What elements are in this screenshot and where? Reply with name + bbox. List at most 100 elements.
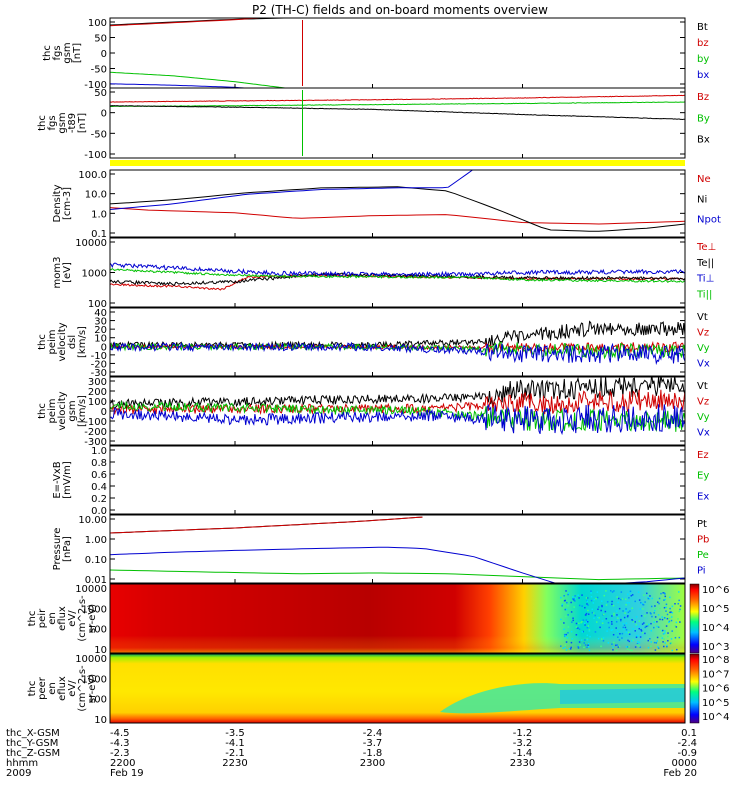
ion-noise-dot <box>621 632 624 635</box>
panel-8-ylabel-2: en <box>47 612 58 625</box>
panel-0-ytick-label-3: -50 <box>91 65 107 76</box>
xaxis-row-2-value-3: -1.4 <box>513 748 533 759</box>
ion-noise-dot <box>660 592 662 595</box>
panel-5-ytick-label-3: 0 <box>101 407 107 418</box>
xaxis-row-0-value-4: 0.1 <box>681 728 697 739</box>
ion-noise-dot <box>670 619 673 622</box>
panel-7-legend-1: Pb <box>697 535 709 546</box>
ion-noise-dot <box>564 644 567 647</box>
ion-noise-dot <box>671 649 674 652</box>
ion-noise-dot <box>580 639 583 641</box>
ion-noise-dot <box>662 641 664 643</box>
ion-noise-dot <box>645 625 648 628</box>
panel-5-legend-2: Vy <box>697 412 710 423</box>
ion-noise-dot <box>561 599 563 602</box>
ion-noise-dot <box>608 626 610 629</box>
panel-3-ylabel-0: mom3 <box>52 257 63 289</box>
ion-noise-dot <box>565 641 568 643</box>
panel-0-plot <box>110 18 660 88</box>
ion-noise-dot <box>589 635 591 638</box>
ion-noise-dot <box>643 594 645 596</box>
ion-noise-dot <box>603 594 606 597</box>
ion-noise-dot <box>573 606 575 608</box>
panel-4-series-0 <box>110 320 685 350</box>
ion-spectrogram-noise <box>560 590 682 652</box>
ion-noise-dot <box>636 644 639 646</box>
panel-6-ytick-label-3: 0.4 <box>91 482 107 493</box>
ion-noise-dot <box>626 615 629 618</box>
panel-5-series-3 <box>110 403 685 436</box>
ion-noise-dot <box>658 602 660 605</box>
ion-noise-dot <box>668 617 671 619</box>
panel-9-ytick-label-3: 10 <box>94 715 107 726</box>
ion-noise-dot <box>641 623 644 625</box>
ion-noise-dot <box>615 649 618 652</box>
panel-4-legend-1: Vz <box>697 328 709 339</box>
panel-9-ylabel-3: eflux <box>57 676 68 701</box>
ion-noise-dot <box>647 596 649 599</box>
ion-noise-dot <box>650 641 652 643</box>
panel-1-ylabel-0: thc <box>37 115 48 131</box>
ion-noise-dot <box>601 604 603 607</box>
ion-noise-dot <box>584 639 586 641</box>
panel-5-legend-1: Vz <box>697 397 709 408</box>
electron-spectrogram <box>109 653 686 724</box>
ion-noise-dot <box>616 596 618 598</box>
ion-noise-dot <box>611 603 613 606</box>
ion-noise-dot <box>615 644 617 647</box>
ion-noise-dot <box>653 641 656 644</box>
ion-noise-dot <box>586 626 589 629</box>
ion-noise-dot <box>587 642 590 645</box>
ion-noise-dot <box>670 616 673 618</box>
xaxis-row-1-value-4: -2.4 <box>677 738 697 749</box>
panel-3-legend-0: Te⊥ <box>696 242 716 253</box>
ion-noise-dot <box>627 631 630 634</box>
ion-noise-dot <box>611 628 614 631</box>
panel-4-ytick-label-1: 30 <box>94 317 107 328</box>
ion-noise-dot <box>653 612 655 614</box>
ion-noise-dot <box>566 636 569 639</box>
panel-4-ylabel-3: dsl <box>67 335 78 349</box>
colorbar-ion-image <box>689 583 700 654</box>
xaxis-row-label-2: thc_Z-GSM <box>6 748 60 759</box>
ion-noise-dot <box>617 617 619 619</box>
panel-5-legend-3: Vx <box>697 428 710 439</box>
ion-noise-dot <box>644 601 646 603</box>
ion-noise-dot <box>611 615 613 617</box>
ion-noise-dot <box>584 644 587 646</box>
ion-noise-dot <box>567 604 569 607</box>
ion-noise-dot <box>617 646 620 648</box>
panel-8-ytick-label-3: 10 <box>94 645 107 656</box>
ion-noise-dot <box>662 629 664 632</box>
panel-0-ytick-label-2: 0 <box>101 49 107 60</box>
xaxis-row-1-value-2: -3.7 <box>363 738 383 749</box>
ion-noise-dot <box>625 629 628 631</box>
panel-4-frame <box>109 307 686 377</box>
panel-6-ytick-label-1: 0.8 <box>91 458 107 469</box>
ion-noise-dot <box>571 596 574 598</box>
panel-4-ytick-label-2: 20 <box>94 325 107 336</box>
panel-0-ylabel-2: gsm <box>62 42 73 63</box>
ion-noise-dot <box>650 605 653 608</box>
ion-noise-dot <box>620 598 622 601</box>
ion-noise-dot <box>604 610 607 613</box>
ion-noise-dot <box>630 594 633 597</box>
panel-9-ylabel-0: thc <box>27 681 38 697</box>
ion-spectrogram <box>109 583 686 654</box>
quality-flag-bar <box>110 160 685 166</box>
ion-noise-dot <box>635 636 638 639</box>
ion-noise-dot <box>582 619 585 621</box>
ion-noise-dot <box>637 591 640 593</box>
ion-noise-dot <box>594 631 597 633</box>
ion-noise-dot <box>587 625 590 627</box>
ion-noise-dot <box>624 612 626 614</box>
panel-9-ytick-label-2: 100 <box>88 695 107 706</box>
ion-noise-dot <box>662 645 665 648</box>
panel-3-series-2 <box>110 262 685 278</box>
panel-6-ytick-label-2: 0.6 <box>91 470 107 481</box>
ion-noise-dot <box>664 593 666 595</box>
ion-noise-dot <box>655 607 657 610</box>
panel-1-ylabel-4: [nT] <box>77 113 88 133</box>
ion-noise-dot <box>653 621 655 623</box>
ion-noise-dot <box>602 637 605 639</box>
